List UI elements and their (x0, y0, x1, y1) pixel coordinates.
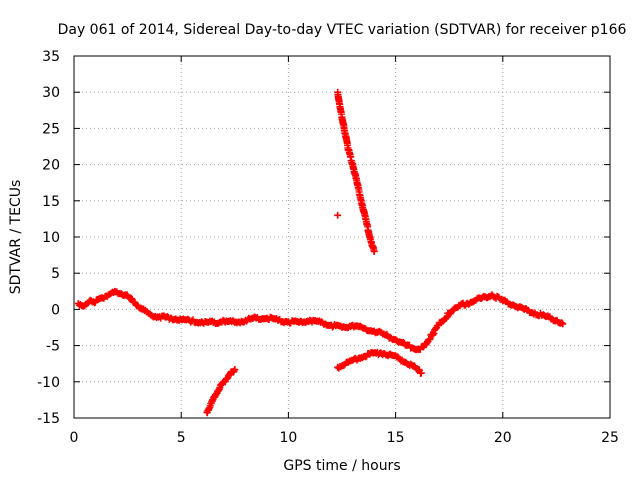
x-axis-label: GPS time / hours (283, 458, 400, 474)
y-tick-label: 20 (42, 158, 60, 174)
x-tick-label: 15 (387, 430, 405, 446)
x-tick-label: 5 (177, 430, 186, 446)
y-tick-label: -15 (37, 411, 60, 427)
x-tick-label: 25 (601, 430, 619, 446)
y-tick-label: 10 (42, 230, 60, 246)
y-tick-label: 5 (51, 266, 60, 282)
x-tick-label: 20 (494, 430, 512, 446)
series-rising-segment (203, 366, 239, 417)
series-isolated-point (334, 211, 342, 219)
y-tick-label: 0 (51, 302, 60, 318)
y-tick-label: 35 (42, 49, 60, 65)
series-layer (74, 88, 567, 417)
series-main-trace (74, 287, 567, 354)
series-steep-segment (334, 88, 378, 255)
data-trail (203, 367, 238, 417)
y-tick-label: 30 (42, 85, 60, 101)
data-trail (335, 348, 424, 377)
data-point (334, 211, 342, 219)
y-tick-label: 25 (42, 121, 60, 137)
data-trail (75, 287, 566, 354)
y-tick-label: -5 (46, 339, 60, 355)
x-tick-label: 0 (70, 430, 79, 446)
series-arc-segment (334, 348, 425, 377)
y-axis-label: SDTVAR / TECUs (8, 180, 24, 295)
x-tick-label: 10 (279, 430, 297, 446)
data-trail (334, 91, 378, 254)
y-tick-label: 15 (42, 194, 60, 210)
y-tick-label: -10 (37, 375, 60, 391)
chart-title: Day 061 of 2014, Sidereal Day-to-day VTE… (58, 22, 627, 38)
tick-layer: 0 5 10 15 20 25 -15 -10 -5 0 5 10 15 20 25 30 35 (37, 49, 619, 446)
